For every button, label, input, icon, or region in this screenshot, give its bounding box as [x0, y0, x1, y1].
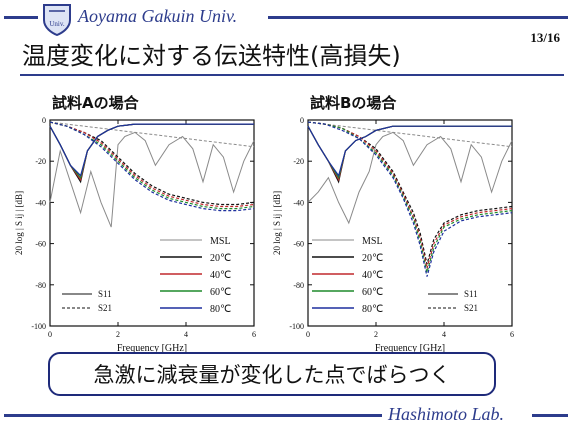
legend-label: 60℃ [362, 287, 383, 298]
y-axis-label: 20 log | S ij | [dB] [14, 191, 24, 255]
y-axis-label: 20 log | S ij | [dB] [272, 191, 282, 255]
series-line [307, 121, 513, 269]
legend-label: 60℃ [210, 287, 231, 298]
y-tick-label: -100 [289, 322, 304, 331]
university-logo: Univ. [43, 4, 71, 36]
university-name: Aoyama Gakuin Univ. [78, 6, 238, 26]
conclusion-text: 急激に減衰量が変化した点でばらつく [93, 363, 451, 387]
legend-style-label: S11 [464, 289, 478, 299]
y-tick-label: -40 [293, 198, 304, 207]
legend-label: 40℃ [362, 270, 383, 281]
x-tick-label: 0 [48, 330, 52, 339]
plot-frame [49, 119, 255, 327]
series-line [307, 121, 513, 277]
y-tick-label: -20 [35, 157, 46, 166]
x-axis-label: Frequency [GHz] [375, 343, 445, 354]
header-line-right [268, 16, 568, 19]
series-line [49, 123, 254, 177]
x-axis-label: Frequency [GHz] [117, 343, 187, 354]
y-tick-label: -100 [31, 322, 46, 331]
series-line [307, 131, 513, 225]
y-tick-label: -20 [293, 157, 304, 166]
legend-style-label: S21 [98, 303, 112, 313]
y-tick-label: 0 [42, 116, 46, 125]
y-tick-label: -60 [35, 240, 46, 249]
plot-frame [307, 119, 513, 327]
legend-label: MSL [210, 236, 231, 247]
y-tick-label: -60 [293, 240, 304, 249]
x-tick-label: 2 [374, 330, 378, 339]
series-line [49, 121, 255, 148]
y-tick-label: -80 [35, 281, 46, 290]
logo-text: Univ. [49, 20, 65, 28]
series-line [49, 121, 255, 208]
y-tick-label: -80 [293, 281, 304, 290]
footer-line-left [4, 414, 382, 417]
legend-label: 20℃ [210, 253, 231, 264]
x-tick-label: 0 [306, 330, 310, 339]
series-line [49, 131, 255, 228]
chart-a-title: 試料Aの場合 [52, 94, 139, 112]
legend-style-label: S11 [98, 289, 112, 299]
x-tick-label: 6 [510, 330, 514, 339]
x-tick-label: 2 [116, 330, 120, 339]
legend-style-label: S21 [464, 303, 478, 313]
series-line [307, 121, 513, 148]
footer-line-right [532, 414, 568, 417]
header-line-left [4, 16, 38, 19]
x-tick-label: 4 [442, 330, 446, 339]
x-tick-label: 6 [252, 330, 256, 339]
y-tick-label: -40 [35, 198, 46, 207]
title-underline [20, 74, 564, 76]
x-tick-label: 4 [184, 330, 188, 339]
y-tick-label: 0 [300, 116, 304, 125]
legend-label: MSL [362, 236, 383, 247]
legend-label: 80℃ [362, 304, 383, 315]
legend-label: 20℃ [362, 253, 383, 264]
series-line [307, 125, 512, 177]
legend-label: 40℃ [210, 270, 231, 281]
chart-b-title: 試料Bの場合 [310, 94, 397, 112]
legend-label: 80℃ [210, 304, 231, 315]
slide-title: 温度変化に対する伝送特性(高損失) [22, 42, 401, 70]
page-number: 13/16 [530, 30, 560, 45]
lab-name: Hashimoto Lab. [388, 404, 505, 424]
conclusion-box: 急激に減衰量が変化した点でばらつく [48, 352, 496, 396]
series-line [49, 121, 255, 212]
